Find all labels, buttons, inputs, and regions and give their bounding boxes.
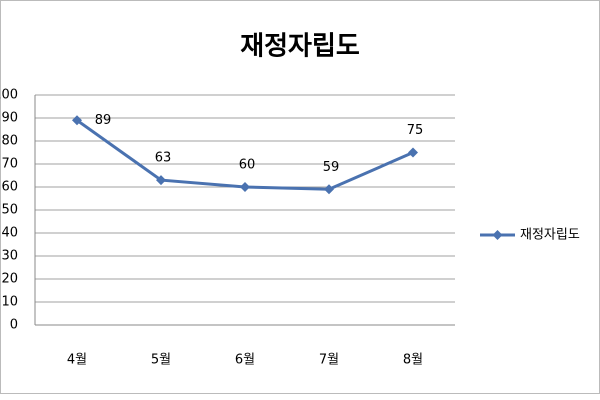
x-tick-label: 7월 xyxy=(319,353,339,368)
legend-label: 재정자립도 xyxy=(520,228,580,243)
data-point xyxy=(240,182,250,192)
x-tick-label: 8월 xyxy=(403,353,423,368)
y-tick-label: 70 xyxy=(1,157,18,172)
data-label: 75 xyxy=(407,123,424,138)
y-tick-label: 20 xyxy=(1,272,18,287)
y-tick-label: 0 xyxy=(10,318,18,333)
data-label: 63 xyxy=(155,151,172,166)
y-tick-label: 60 xyxy=(1,180,18,195)
y-tick-label: 50 xyxy=(1,203,18,218)
x-tick-label: 6월 xyxy=(235,353,255,368)
chart-title: 재정자립도 xyxy=(240,32,360,62)
y-tick-label: 90 xyxy=(1,111,18,126)
data-label: 89 xyxy=(95,113,112,128)
data-point xyxy=(324,184,334,195)
legend-marker xyxy=(492,230,503,240)
y-tick-label: 100 xyxy=(0,88,18,103)
x-tick-label: 5월 xyxy=(151,353,171,368)
data-point xyxy=(156,175,166,186)
data-point xyxy=(72,115,82,126)
data-label: 59 xyxy=(323,160,340,175)
y-tick-label: 10 xyxy=(1,295,18,310)
y-tick-label: 40 xyxy=(1,226,18,241)
data-label: 60 xyxy=(239,158,256,173)
x-tick-label: 4월 xyxy=(67,353,87,368)
data-point xyxy=(408,147,418,158)
y-tick-label: 80 xyxy=(1,134,18,149)
y-tick-label: 30 xyxy=(1,249,18,264)
